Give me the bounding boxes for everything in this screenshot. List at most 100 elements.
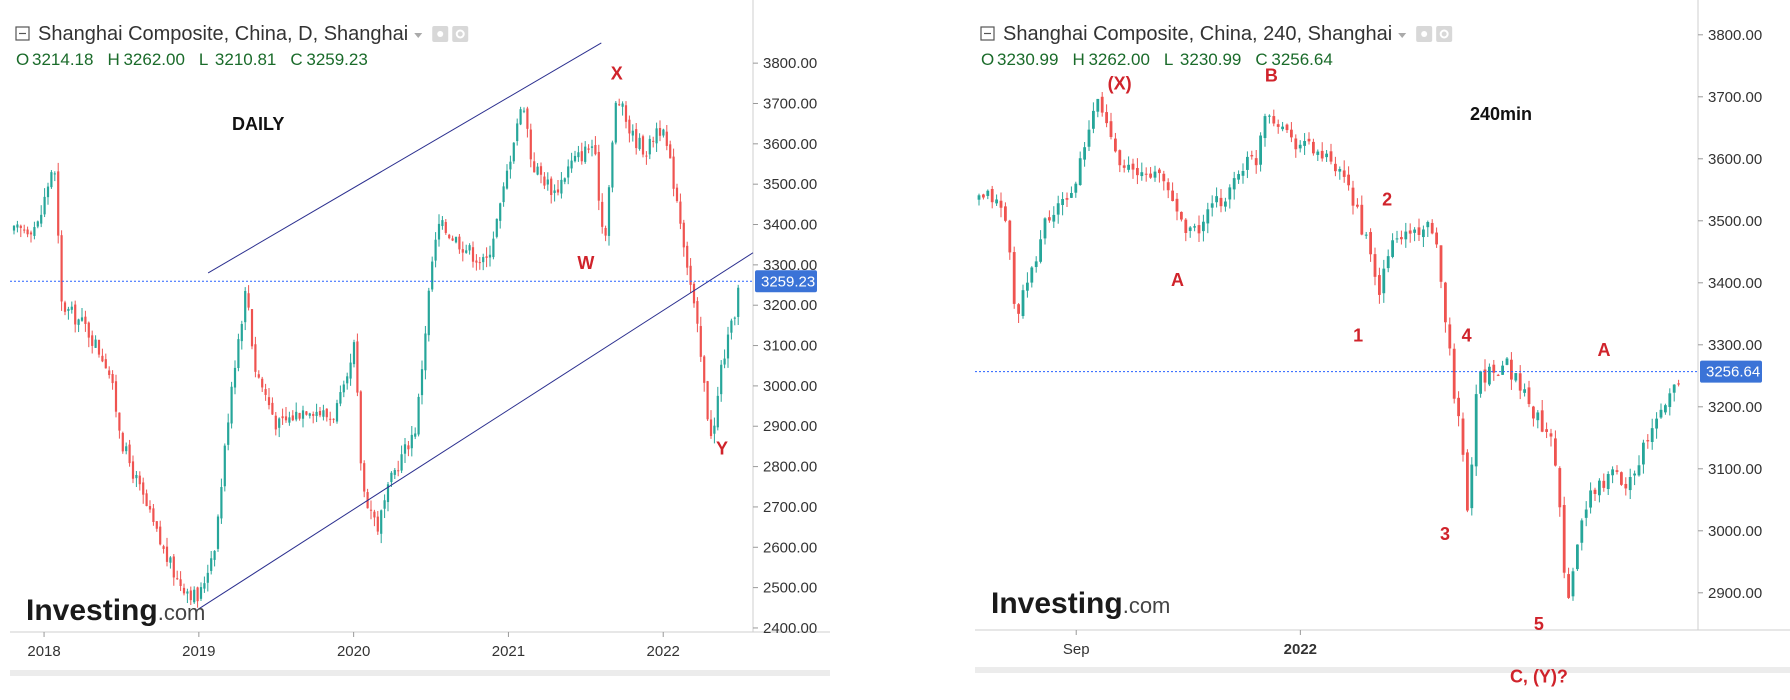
y-tick-label: 3500.00 xyxy=(1708,213,1762,230)
candle-body xyxy=(1395,238,1399,240)
collapse-icon[interactable] xyxy=(980,26,995,41)
candle-body xyxy=(1672,384,1676,393)
candle-body xyxy=(431,261,434,290)
y-tick-label: 3200.00 xyxy=(1708,399,1762,416)
candle-body xyxy=(621,103,624,107)
candle-body xyxy=(437,223,441,240)
candle-body xyxy=(1065,198,1069,200)
candle-body xyxy=(1294,138,1298,150)
candle-body xyxy=(1263,116,1267,139)
candle-body xyxy=(111,374,114,384)
candle-body xyxy=(1448,324,1452,349)
candle-body xyxy=(257,374,260,378)
candle-body xyxy=(1426,222,1430,228)
candle-body xyxy=(393,470,396,475)
timeframe-label: DAILY xyxy=(232,114,284,134)
candle-body xyxy=(1100,96,1104,113)
symbol-dropdown-icon[interactable] xyxy=(414,33,423,38)
chart-symbol-title[interactable]: Shanghai Composite, China, 240, Shanghai xyxy=(1003,23,1392,45)
candle-body xyxy=(1048,217,1051,221)
candle-body xyxy=(77,319,80,325)
settings-gear-icon[interactable] xyxy=(452,26,469,42)
channel-line xyxy=(207,42,602,274)
candle-body xyxy=(696,301,699,324)
candle-body xyxy=(318,410,322,416)
watermark-suffix: .com xyxy=(158,600,206,625)
candle-body xyxy=(468,245,471,251)
candle-body xyxy=(1026,282,1029,291)
wave-label: X xyxy=(611,63,623,83)
last-price-tag xyxy=(1700,360,1762,383)
candle-body xyxy=(635,129,638,149)
candle-body xyxy=(1136,167,1139,176)
candle-body xyxy=(522,110,526,112)
candle-body xyxy=(284,416,288,421)
bottom-scroll-strip[interactable] xyxy=(975,667,1790,673)
candle-body xyxy=(1272,116,1276,124)
candle-body xyxy=(1237,174,1240,180)
candle-body xyxy=(982,194,985,198)
candle-body xyxy=(244,290,247,323)
candle-body xyxy=(618,104,621,106)
candle-body xyxy=(1483,369,1487,383)
candle-body xyxy=(278,418,281,428)
candle-body xyxy=(1056,203,1060,215)
bottom-scroll-strip[interactable] xyxy=(10,670,830,676)
candle-body xyxy=(1664,405,1667,413)
candle-body xyxy=(312,414,315,416)
candle-body xyxy=(1655,418,1658,429)
candle-body xyxy=(1219,197,1223,207)
chart-symbol-title[interactable]: Shanghai Composite, China, D, Shanghai xyxy=(38,23,408,45)
candle-body xyxy=(376,516,379,532)
candle-body xyxy=(1615,470,1619,472)
candle-body xyxy=(1210,203,1214,208)
candle-body xyxy=(1378,275,1381,295)
candle-body xyxy=(1356,204,1359,207)
candle-body xyxy=(1532,406,1535,419)
candle-body xyxy=(706,381,709,420)
candle-body xyxy=(216,516,220,549)
candle-body xyxy=(1043,218,1047,239)
collapse-icon[interactable] xyxy=(15,26,30,41)
candle-body xyxy=(1558,468,1562,508)
candle-body xyxy=(1628,476,1632,491)
candle-body xyxy=(19,225,22,229)
y-tick-label: 2900.00 xyxy=(1708,585,1762,602)
symbol-dropdown-icon[interactable] xyxy=(1398,33,1407,38)
candle-body xyxy=(716,395,719,428)
candle-body xyxy=(356,341,359,393)
candle-body xyxy=(1334,163,1337,172)
candle-body xyxy=(1303,141,1306,146)
candle-body xyxy=(607,187,611,236)
watermark-logo: Investing xyxy=(991,587,1123,620)
candle-body xyxy=(1479,371,1482,394)
candle-body xyxy=(1593,489,1597,494)
candle-body xyxy=(210,558,213,571)
candle-body xyxy=(580,151,583,162)
ohlc-value-C: 3259.23 xyxy=(306,50,367,69)
candle-body xyxy=(1510,359,1513,380)
candle-body xyxy=(186,591,189,594)
candle-body xyxy=(193,589,196,603)
candle-body xyxy=(730,320,733,333)
candle-body xyxy=(1166,182,1170,191)
candle-body xyxy=(1316,151,1320,155)
candle-body xyxy=(1268,115,1271,117)
candle-body xyxy=(400,454,403,471)
candle-body xyxy=(1149,173,1152,178)
candle-body xyxy=(70,306,73,310)
candle-body xyxy=(46,186,50,198)
candle-body xyxy=(128,444,131,464)
candle-body xyxy=(1109,121,1113,138)
candle-body xyxy=(590,146,594,148)
wave-label: (X) xyxy=(1108,73,1132,93)
candle-body xyxy=(454,236,458,243)
y-tick-label: 3200.00 xyxy=(763,297,817,314)
candle-body xyxy=(526,108,529,129)
x-tick-label: 2021 xyxy=(492,643,525,660)
candle-body xyxy=(349,362,352,379)
y-tick-label: 3000.00 xyxy=(763,378,817,395)
candle-body xyxy=(1259,135,1262,165)
y-tick-label: 2400.00 xyxy=(763,620,817,637)
settings-gear-icon[interactable] xyxy=(1436,26,1453,42)
